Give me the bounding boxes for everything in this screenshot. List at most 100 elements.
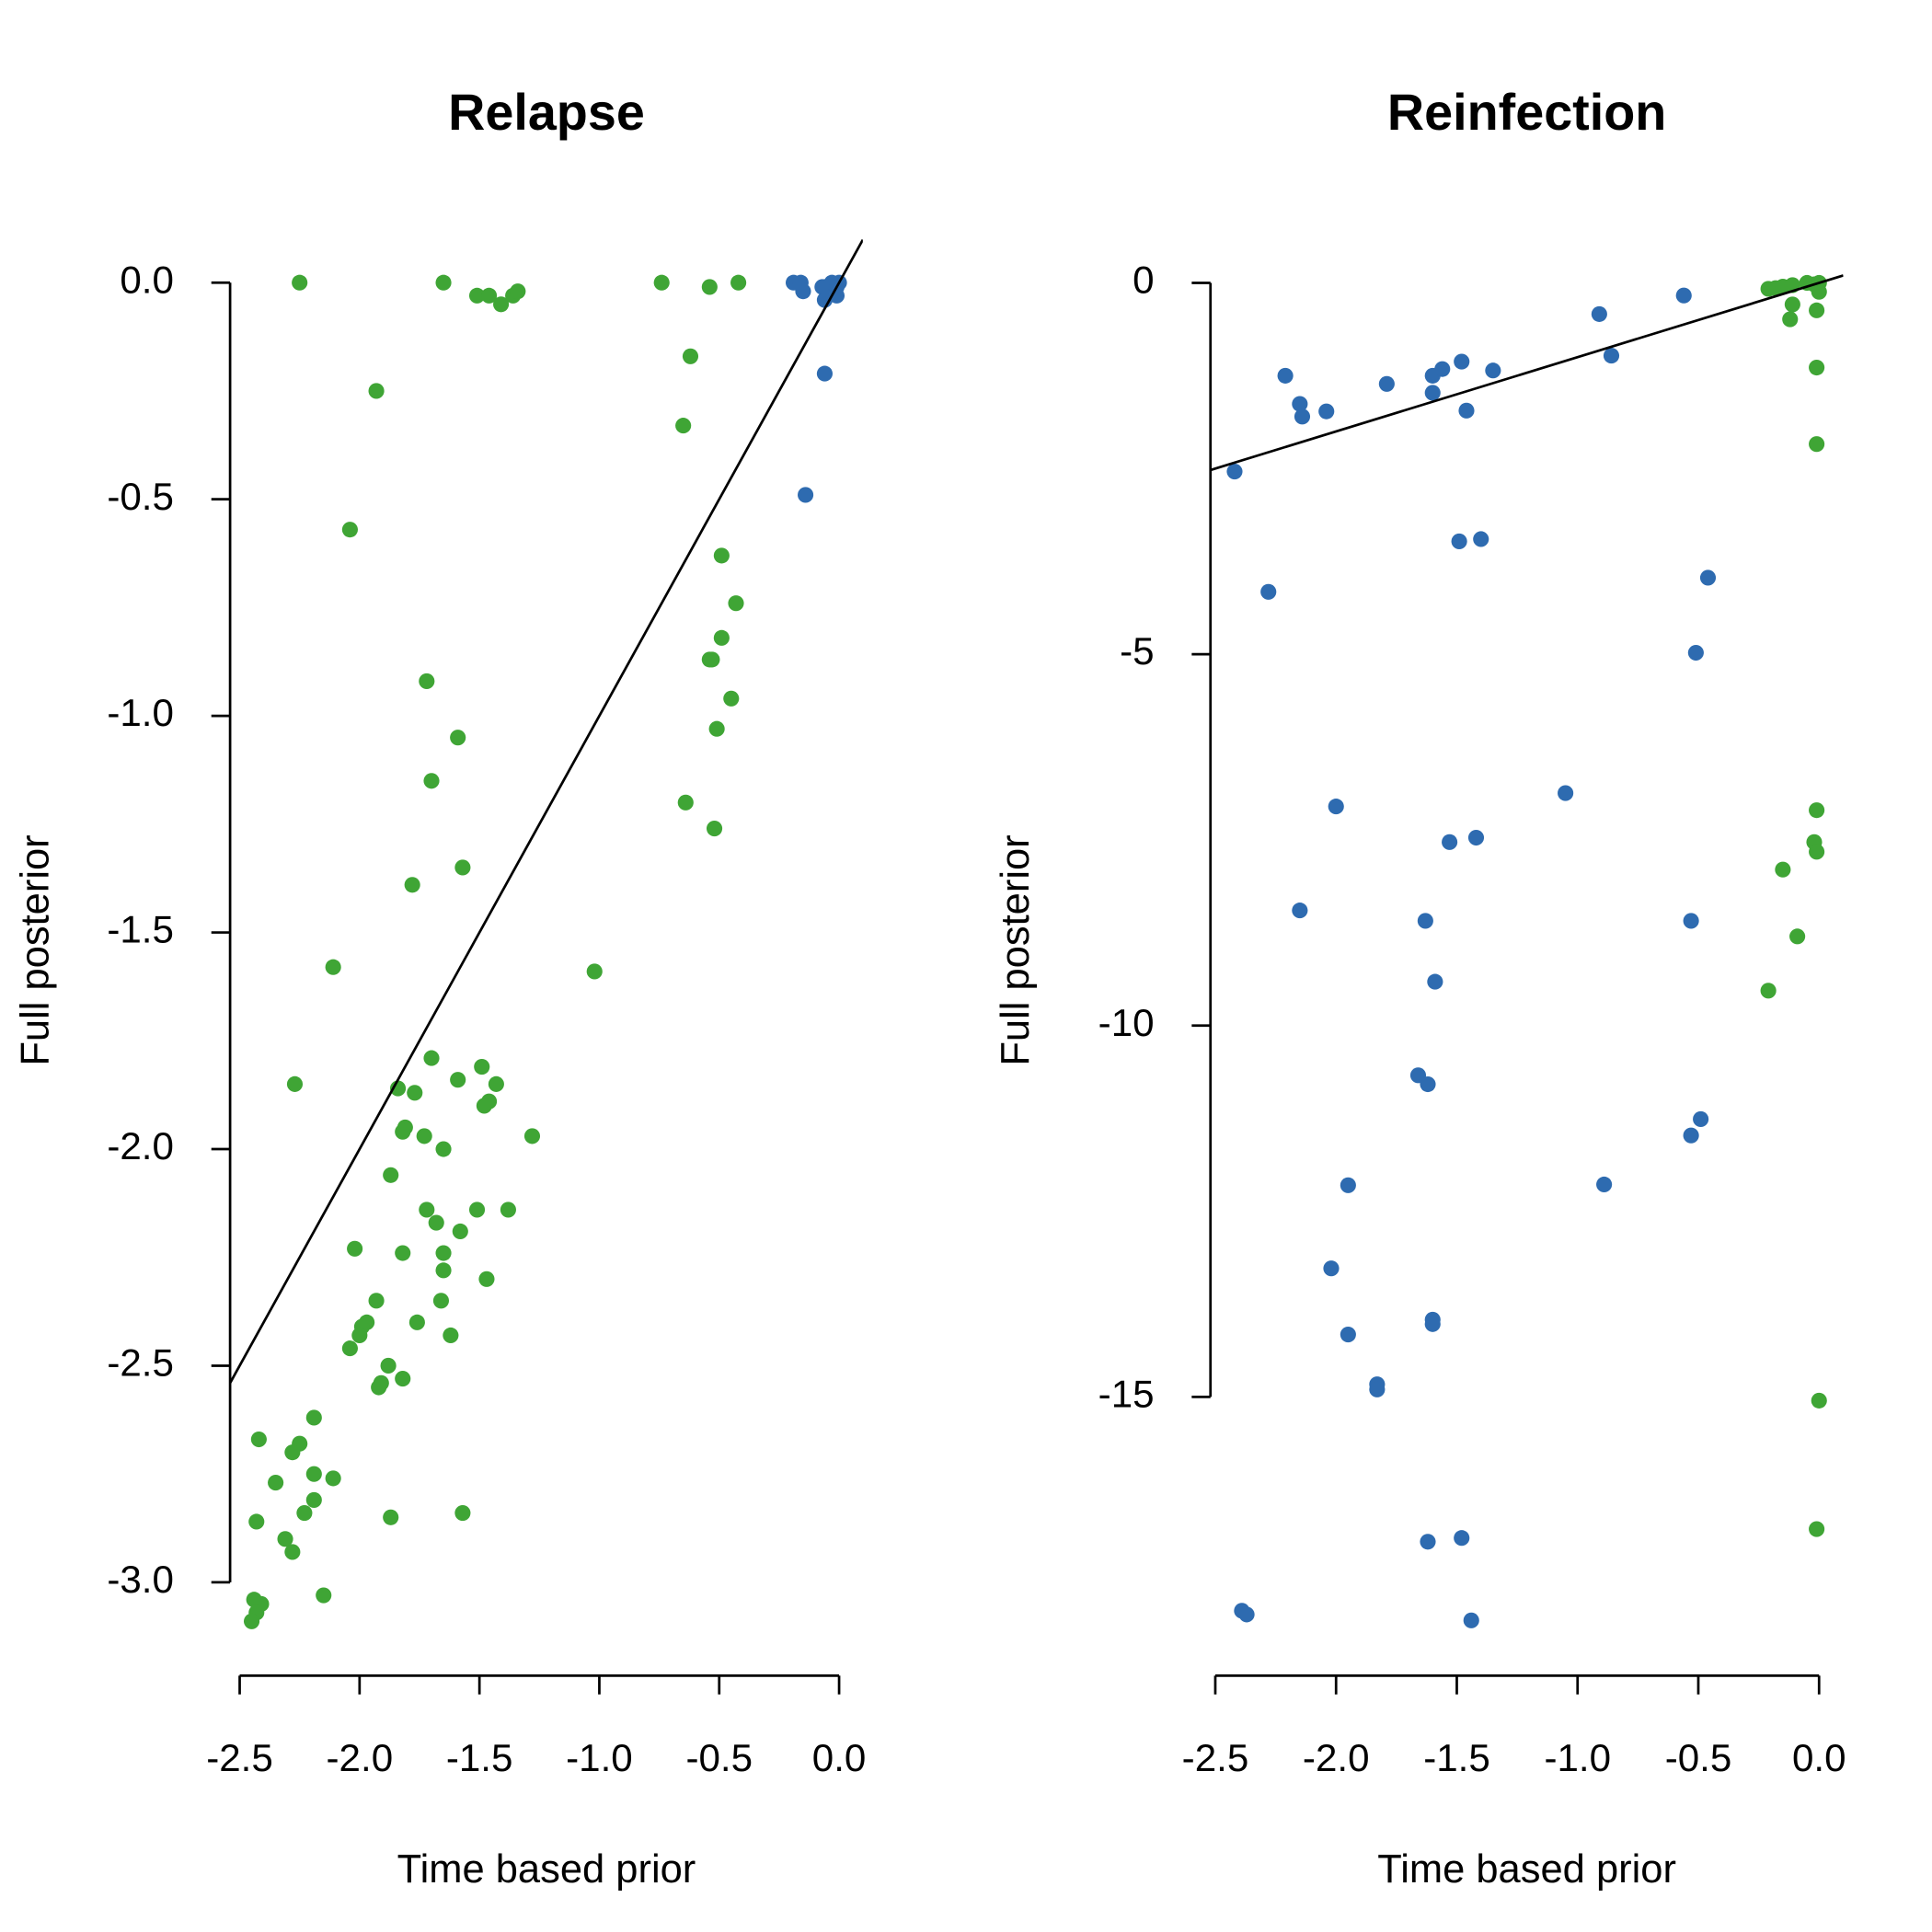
point [454,1504,471,1522]
point [1340,1177,1356,1193]
y-tick-label: -2.0 [107,1124,174,1167]
point [395,1123,411,1140]
point [1424,1316,1441,1332]
point [435,1262,452,1279]
point [1292,396,1308,412]
x-tick-label: -2.0 [1303,1736,1370,1779]
point [351,1327,368,1344]
point [435,1245,452,1261]
point [1782,311,1799,328]
x-tick-label: 0.0 [1792,1736,1846,1779]
point [1699,569,1717,586]
point [682,348,699,364]
point [1463,1612,1479,1628]
point [1442,834,1458,850]
x-tick-label: -1.5 [1423,1736,1490,1779]
point [713,629,730,646]
point [1294,408,1311,425]
x-tick-label: -1.0 [566,1736,633,1779]
point [423,1050,440,1066]
point [1226,463,1243,480]
chart-title: Relapse [448,84,645,141]
point [419,673,435,690]
point [1420,1534,1436,1550]
y-tick-label: -2.5 [107,1341,174,1385]
x-tick-label: -0.5 [685,1736,753,1779]
point [416,1128,432,1144]
point [488,1075,504,1092]
point [305,1409,322,1426]
point [675,418,692,434]
point [347,1240,363,1257]
x-tick-label: 0.0 [812,1736,867,1779]
series [785,274,847,503]
series [243,274,747,1629]
y-tick-label: 0.0 [120,258,174,301]
y-tick-label: -5 [1120,629,1154,673]
point [798,487,814,503]
point [1434,361,1451,377]
y-axis-label: Full posterior [994,834,1038,1065]
point [480,287,498,304]
point [1809,302,1825,318]
point [1811,283,1827,300]
point [1340,1326,1356,1343]
point [1591,305,1607,322]
point [1369,1381,1386,1397]
point [450,1072,466,1088]
point [510,283,526,300]
point [1809,844,1825,860]
point [1809,359,1825,376]
point [677,794,694,811]
point [305,1491,322,1508]
point [1318,403,1335,420]
chart-title: Reinfection [1387,84,1666,141]
point [523,1128,541,1144]
point [450,730,466,746]
point [404,877,420,893]
point [341,1340,358,1357]
point [305,1466,322,1482]
point [1683,1127,1699,1144]
point [1811,1392,1827,1409]
point [1693,1110,1709,1128]
point [795,283,811,300]
series [1760,274,1827,1537]
point [368,1293,385,1309]
point [435,1141,452,1157]
y-axis-label: Full posterior [13,834,57,1065]
x-tick-label: -2.0 [327,1736,394,1779]
point [704,651,720,668]
point [1809,802,1825,819]
point [1473,531,1489,547]
point [476,1098,492,1114]
x-axis-label: Time based prior [1377,1847,1676,1892]
point [325,1470,341,1487]
point [1485,362,1501,379]
series [1226,287,1717,1628]
point [1675,287,1692,304]
point [1277,367,1294,384]
point [243,1613,260,1629]
point [1558,785,1574,801]
point [1760,983,1777,999]
point [706,820,723,837]
point [1238,1606,1255,1623]
point [474,1058,490,1075]
point [728,595,744,612]
point [701,279,718,295]
point [395,1371,411,1387]
point [468,287,486,304]
point [586,963,603,980]
x-tick-label: -2.5 [1182,1736,1249,1779]
point [1809,1521,1825,1537]
point [454,859,471,876]
point [723,690,740,707]
point [284,1444,301,1461]
point [1420,1075,1436,1093]
point [478,1271,495,1287]
point [1775,861,1791,878]
point [708,720,725,737]
point [268,1475,284,1491]
